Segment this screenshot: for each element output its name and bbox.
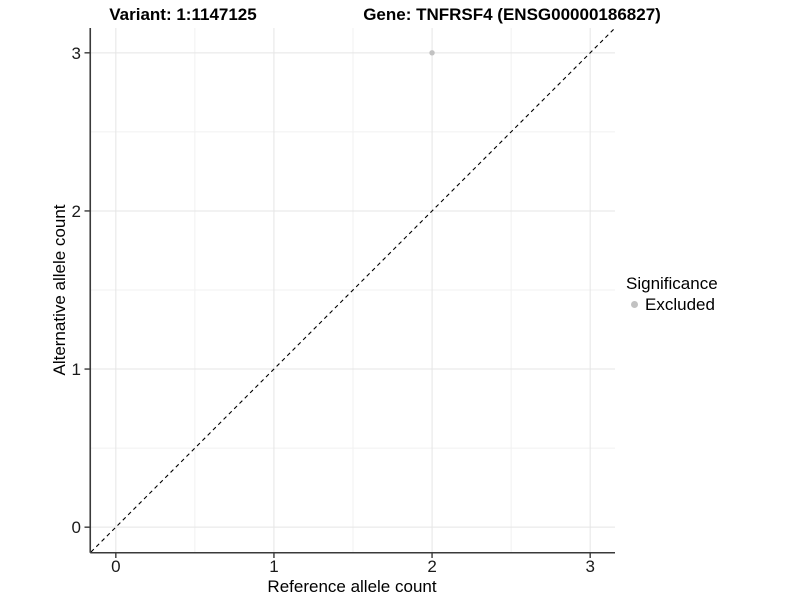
y-tick-label: 2 (72, 202, 81, 221)
x-tick-label: 3 (585, 557, 594, 576)
legend-point-icon (631, 301, 638, 308)
identity-line (90, 27, 616, 553)
gene-title: Gene: TNFRSF4 (ENSG00000186827) (363, 5, 661, 24)
legend-entry-label: Excluded (645, 295, 715, 314)
x-axis-title: Reference allele count (267, 577, 437, 596)
data-point (429, 50, 435, 56)
legend-title: Significance (626, 274, 718, 293)
y-tick-label: 1 (72, 360, 81, 379)
legend: Significance Excluded (626, 274, 718, 314)
y-tick-label: 3 (72, 44, 81, 63)
x-tick-label: 0 (111, 557, 120, 576)
x-tick-label: 2 (427, 557, 436, 576)
y-axis-title: Alternative allele count (50, 204, 69, 376)
x-tick-label: 1 (269, 557, 278, 576)
legend-entry-excluded: Excluded (626, 296, 718, 313)
y-tick-label: 0 (72, 518, 81, 537)
variant-title: Variant: 1:1147125 (109, 5, 257, 24)
